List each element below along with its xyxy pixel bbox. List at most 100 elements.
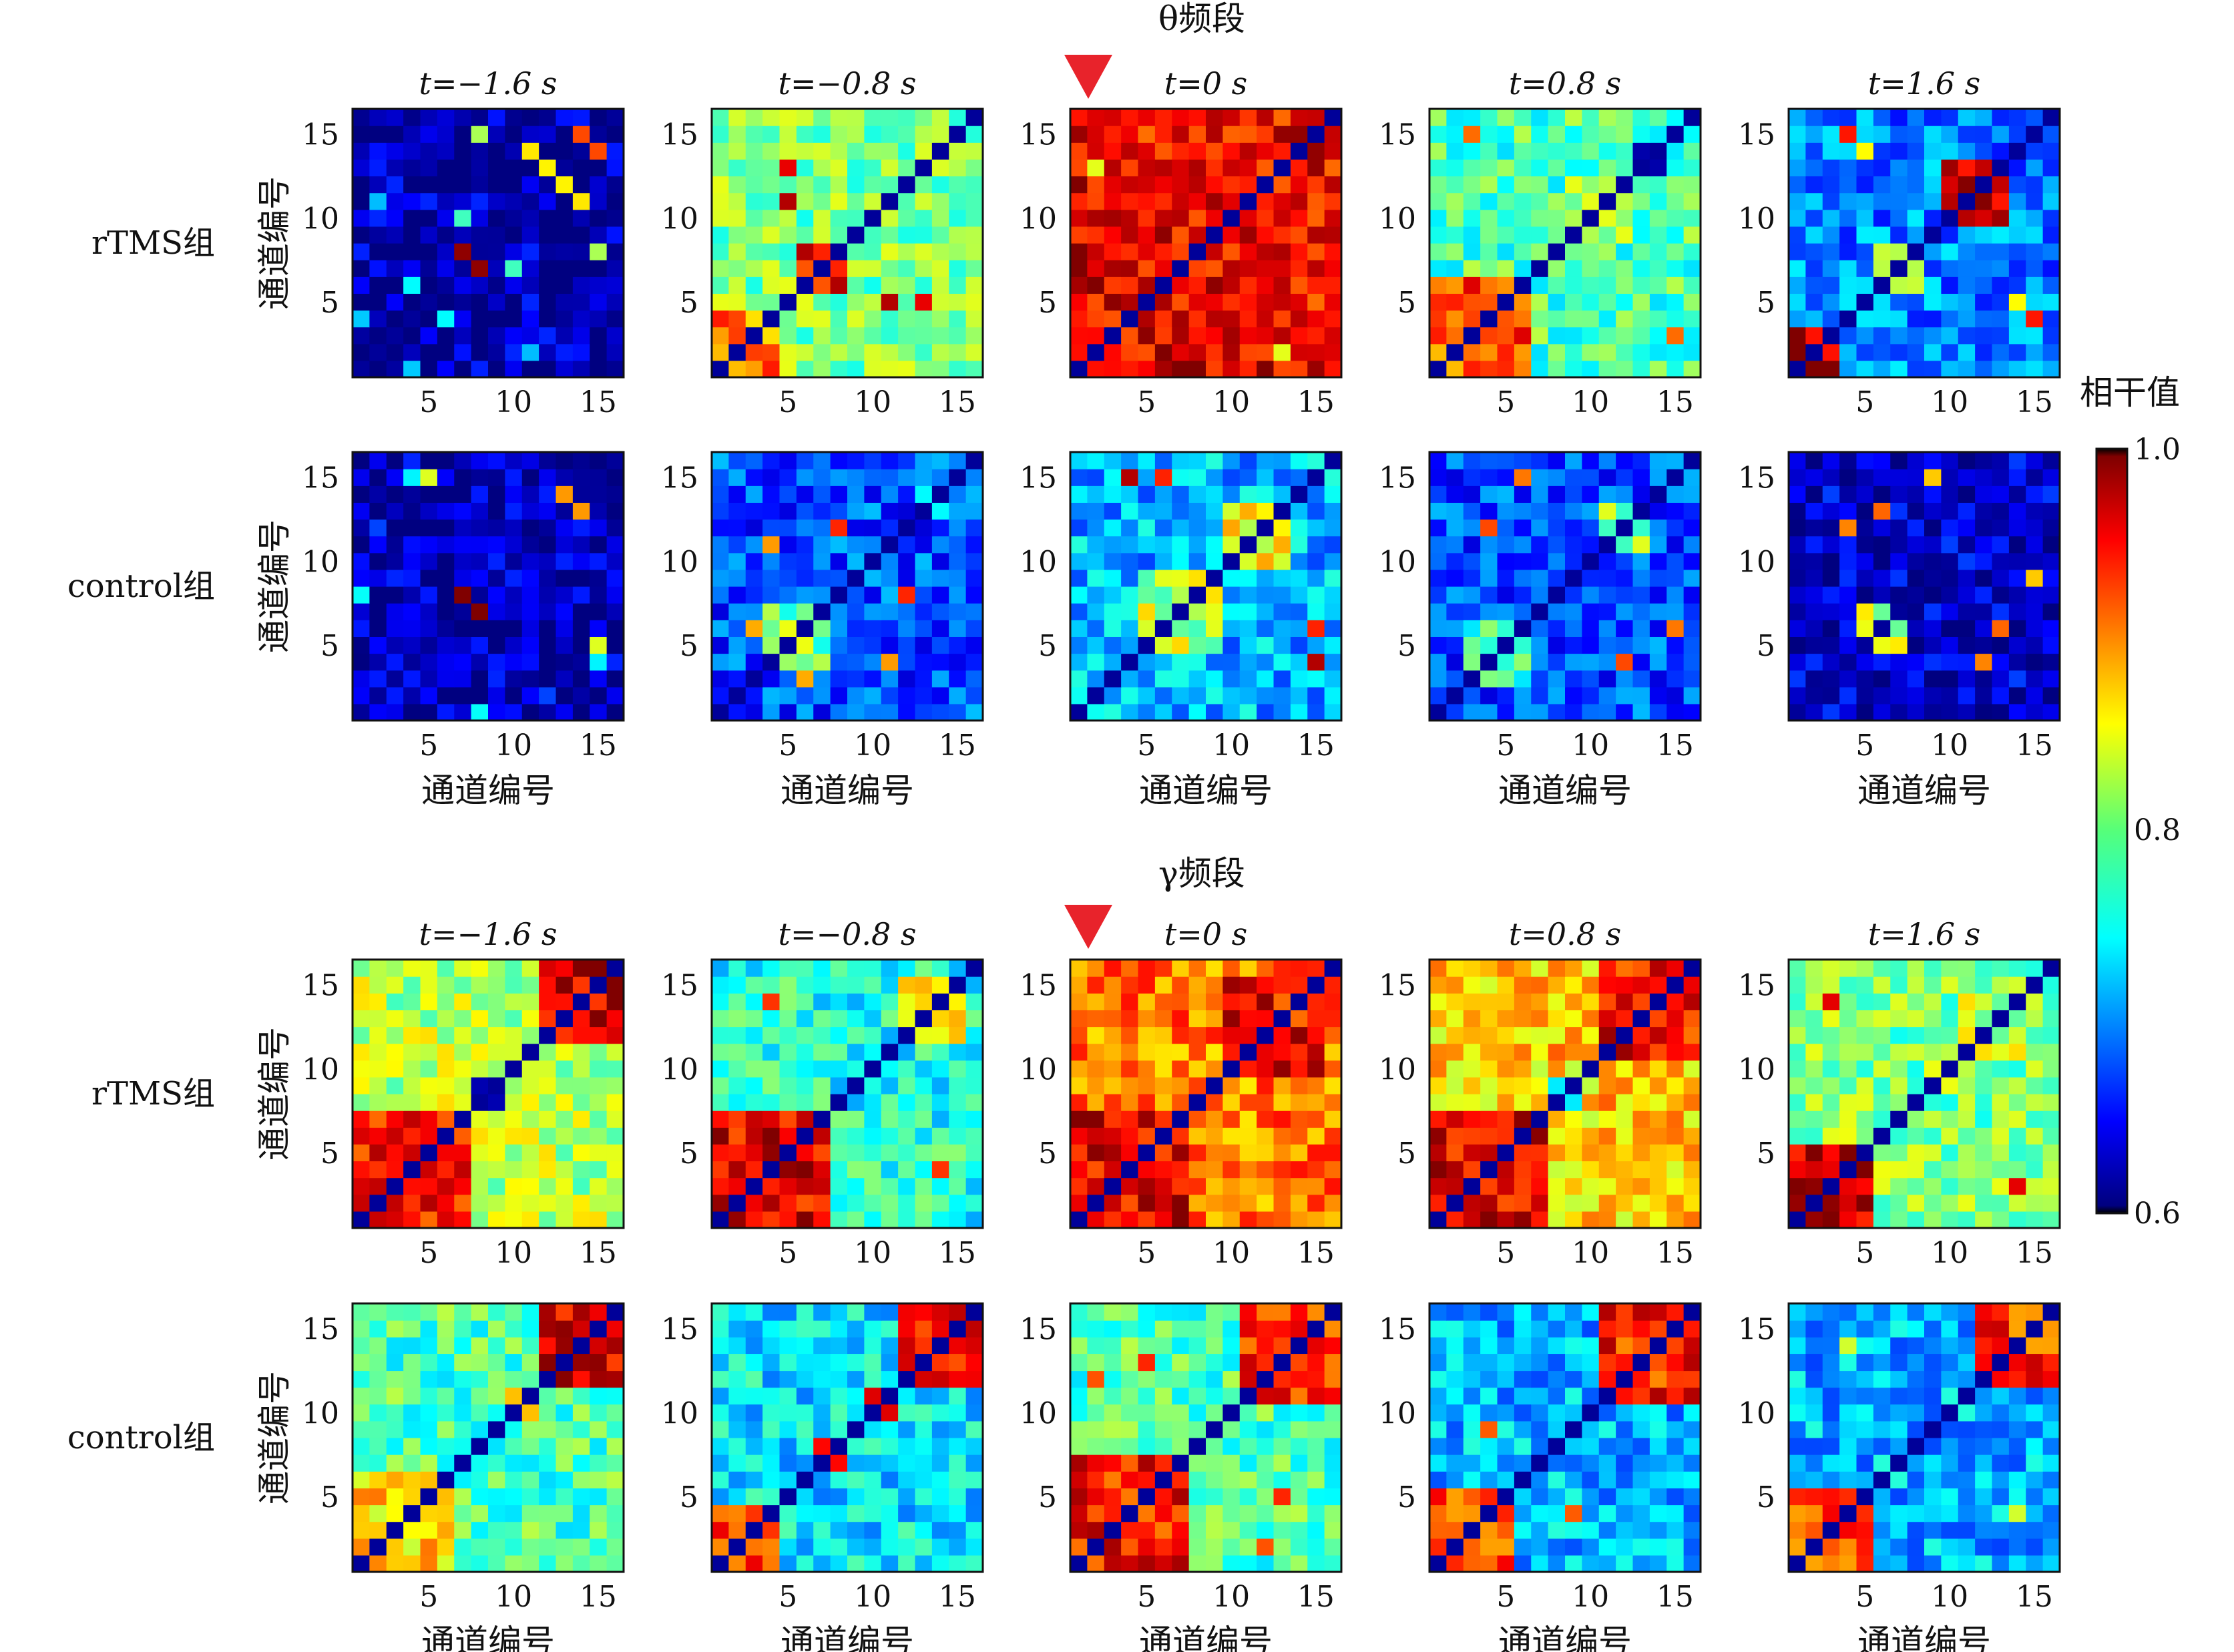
- heatmap-cell: [779, 1337, 797, 1354]
- heatmap-cell: [1822, 469, 1840, 486]
- heatmap-cell: [539, 1370, 557, 1388]
- heatmap-cell: [813, 310, 831, 328]
- heatmap-cell: [864, 519, 882, 537]
- heatmap-cell: [555, 636, 574, 654]
- heatmap-cell: [403, 126, 421, 143]
- heatmap-cell: [1514, 1010, 1532, 1028]
- heatmap-cell: [1992, 343, 2010, 361]
- heatmap-cell: [403, 226, 421, 244]
- heatmap-cell: [1907, 620, 1925, 637]
- heatmap-cell: [745, 310, 763, 328]
- heatmap-cell: [1087, 1555, 1105, 1573]
- heatmap-cell: [1582, 1438, 1600, 1455]
- heatmap-cell: [1890, 192, 1908, 210]
- heatmap-cell: [745, 276, 763, 294]
- heatmap-cell: [437, 569, 455, 587]
- heatmap-cell: [1907, 569, 1925, 587]
- heatmap-cell: [555, 552, 574, 570]
- heatmap-cell: [471, 1110, 489, 1128]
- heatmap-cell: [847, 636, 865, 654]
- heatmap-cell: [881, 1555, 899, 1573]
- heatmap-cell: [949, 1488, 967, 1506]
- heatmap-cell: [1497, 159, 1515, 177]
- heatmap-cell: [606, 209, 624, 227]
- heatmap-cell: [2008, 1026, 2026, 1044]
- heatmap-cell: [353, 1471, 370, 1488]
- heatmap-cell: [796, 1043, 814, 1061]
- heatmap-cell: [915, 1337, 933, 1354]
- heatmap-cell: [915, 686, 933, 704]
- heatmap-cell: [505, 603, 523, 620]
- heatmap-cell: [1070, 976, 1088, 994]
- heatmap-cell: [881, 960, 899, 977]
- heatmap-cell: [1531, 1488, 1549, 1506]
- x-axis-label: 通道编号: [780, 771, 914, 810]
- heatmap-cell: [1497, 1354, 1515, 1372]
- heatmap-cell: [1273, 1060, 1291, 1078]
- heatmap-cell: [712, 703, 729, 721]
- heatmap-cell: [745, 1177, 763, 1195]
- heatmap-cell: [386, 1370, 404, 1388]
- heatmap-cell: [864, 1370, 882, 1388]
- heatmap-cell: [898, 192, 916, 210]
- heatmap-cell: [437, 1076, 455, 1094]
- heatmap-cell: [606, 703, 624, 721]
- heatmap-cell: [1531, 1454, 1549, 1472]
- heatmap-cell: [1941, 993, 1959, 1010]
- heatmap-cell: [572, 976, 590, 994]
- heatmap-cell: [762, 502, 780, 520]
- heatmap-cell: [813, 1538, 831, 1556]
- heatmap-cell: [728, 142, 746, 160]
- heatmap-cell: [454, 1438, 472, 1455]
- heatmap-cell: [572, 636, 590, 654]
- heatmap-cell: [1188, 343, 1206, 361]
- heatmap-cell: [745, 519, 763, 537]
- y-tick-label: 15: [661, 118, 698, 152]
- heatmap-cell: [965, 343, 983, 361]
- heatmap-cell: [437, 1438, 455, 1455]
- heatmap-cell: [2042, 536, 2060, 554]
- heatmap-cell: [488, 1438, 505, 1455]
- heatmap-cell: [1514, 536, 1532, 554]
- heatmap-cell: [555, 569, 574, 587]
- heatmap-cell: [1565, 1538, 1582, 1556]
- heatmap-cell: [606, 1043, 624, 1061]
- heatmap-cell: [1683, 620, 1701, 637]
- heatmap-cell: [1222, 686, 1241, 704]
- heatmap-cell: [864, 1161, 882, 1179]
- heatmap-cell: [1683, 653, 1701, 671]
- heatmap-cell: [488, 1555, 505, 1573]
- heatmap-cell: [606, 1303, 624, 1321]
- heatmap-cell: [1789, 243, 1806, 260]
- y-tick-label: 10: [1020, 202, 1057, 236]
- heatmap-cell: [915, 1521, 933, 1539]
- heatmap-cell: [521, 1094, 539, 1111]
- heatmap-cell: [762, 1387, 780, 1405]
- heatmap-cell: [1616, 603, 1634, 620]
- heatmap-cell: [1531, 586, 1549, 604]
- heatmap-cell: [965, 1320, 983, 1337]
- heatmap-cell: [471, 1471, 489, 1488]
- heatmap-cell: [898, 209, 916, 227]
- heatmap-cell: [1514, 109, 1532, 126]
- heatmap-cell: [1480, 1471, 1498, 1488]
- heatmap-cell: [1273, 293, 1291, 311]
- heatmap-cell: [1307, 126, 1325, 143]
- heatmap-cell: [1138, 1060, 1156, 1078]
- heatmap-cell: [2026, 327, 2044, 345]
- heatmap-cell: [1941, 1177, 1959, 1195]
- heatmap-cell: [1070, 1076, 1088, 1094]
- heatmap-cell: [521, 360, 539, 378]
- heatmap-cell: [1666, 1488, 1685, 1506]
- heatmap-cell: [1992, 126, 2010, 143]
- heatmap-cell: [965, 1354, 983, 1372]
- heatmap-cell: [420, 620, 438, 637]
- heatmap-cell: [386, 310, 404, 328]
- heatmap-cell: [1565, 260, 1582, 277]
- heatmap-cell: [1239, 1026, 1257, 1044]
- heatmap-cell: [1206, 976, 1223, 994]
- heatmap-cell: [1856, 310, 1874, 328]
- heatmap-cell: [1941, 976, 1959, 994]
- heatmap-cell: [471, 1094, 489, 1111]
- heatmap-cell: [606, 1094, 624, 1111]
